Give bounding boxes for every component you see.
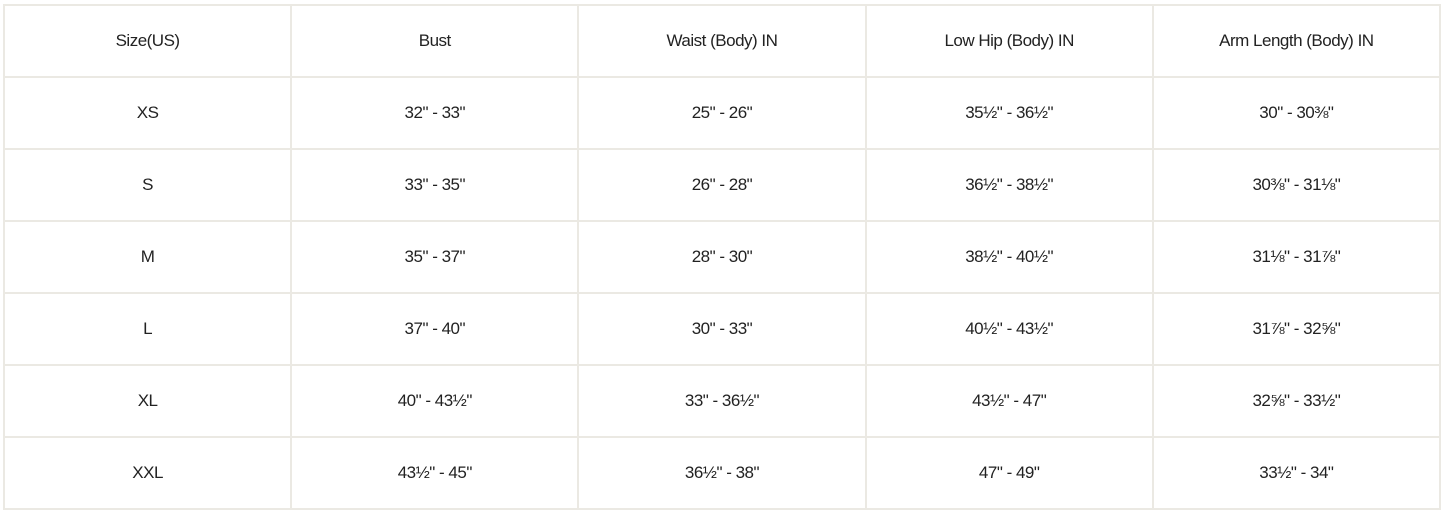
table-row: S 33" - 35" 26" - 28" 36½" - 38½" 30⅜" - 31⅛… [2, 148, 1442, 222]
cell-bust: 40" - 43½" [290, 364, 580, 438]
cell-size: S [2, 148, 293, 222]
header-low-hip: Low Hip (Body) IN [864, 4, 1154, 78]
cell-bust: 43½" - 45" [290, 436, 580, 510]
cell-arm-length: 31⅛" - 31⅞" [1151, 220, 1442, 294]
cell-low-hip: 38½" - 40½" [864, 220, 1154, 294]
cell-waist: 33" - 36½" [577, 364, 867, 438]
table-row: XL 40" - 43½" 33" - 36½" 43½" - 47" 32⅝" - 3… [2, 364, 1442, 438]
cell-waist: 30" - 33" [577, 292, 867, 366]
cell-size: L [2, 292, 293, 366]
cell-size: XL [2, 364, 293, 438]
cell-bust: 37" - 40" [290, 292, 580, 366]
cell-low-hip: 36½" - 38½" [864, 148, 1154, 222]
cell-bust: 32" - 33" [290, 76, 580, 150]
cell-size: M [2, 220, 293, 294]
cell-waist: 28" - 30" [577, 220, 867, 294]
header-row: Size(US) Bust Waist (Body) IN Low Hip (B… [2, 4, 1442, 78]
cell-bust: 35" - 37" [290, 220, 580, 294]
cell-low-hip: 40½" - 43½" [864, 292, 1154, 366]
header-arm-length: Arm Length (Body) IN [1151, 4, 1442, 78]
cell-size: XXL [2, 436, 293, 510]
table-row: XXL 43½" - 45" 36½" - 38" 47" - 49" 33½" - 3… [2, 436, 1442, 510]
cell-waist: 25" - 26" [577, 76, 867, 150]
header-bust: Bust [290, 4, 580, 78]
table-row: M 35" - 37" 28" - 30" 38½" - 40½" 31⅛" - 31⅞… [2, 220, 1442, 294]
cell-low-hip: 35½" - 36½" [864, 76, 1154, 150]
cell-arm-length: 32⅝" - 33½" [1151, 364, 1442, 438]
table-row: XS 32" - 33" 25" - 26" 35½" - 36½" 30" - 30⅜… [2, 76, 1442, 150]
cell-arm-length: 33½" - 34" [1151, 436, 1442, 510]
cell-waist: 26" - 28" [577, 148, 867, 222]
cell-arm-length: 30⅜" - 31⅛" [1151, 148, 1442, 222]
cell-arm-length: 30" - 30⅜" [1151, 76, 1442, 150]
cell-low-hip: 47" - 49" [864, 436, 1154, 510]
cell-low-hip: 43½" - 47" [864, 364, 1154, 438]
cell-arm-length: 31⅞" - 32⅝" [1151, 292, 1442, 366]
header-waist: Waist (Body) IN [577, 4, 867, 78]
cell-bust: 33" - 35" [290, 148, 580, 222]
header-size: Size(US) [2, 4, 293, 78]
cell-size: XS [2, 76, 293, 150]
table-row: L 37" - 40" 30" - 33" 40½" - 43½" 31⅞" - 32⅝… [2, 292, 1442, 366]
size-chart-table: Size(US) Bust Waist (Body) IN Low Hip (B… [2, 4, 1442, 510]
cell-waist: 36½" - 38" [577, 436, 867, 510]
